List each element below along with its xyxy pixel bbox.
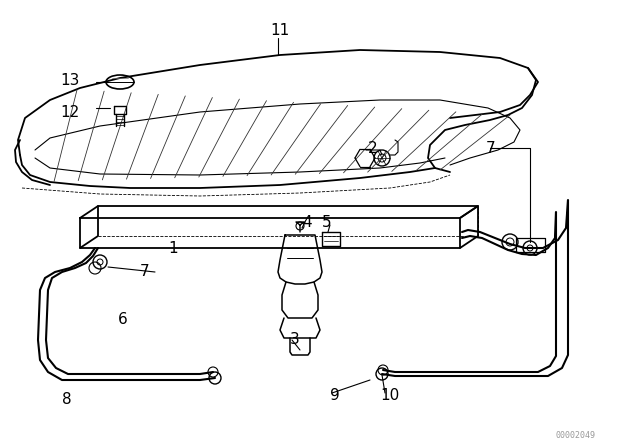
Text: 2: 2 — [368, 141, 378, 155]
Text: 12: 12 — [60, 104, 79, 120]
Text: 7: 7 — [486, 141, 495, 155]
Text: 10: 10 — [380, 388, 399, 402]
Text: 13: 13 — [60, 73, 79, 87]
Text: 1: 1 — [168, 241, 178, 255]
Text: 00002049: 00002049 — [555, 431, 595, 440]
Text: 4: 4 — [302, 215, 312, 229]
Text: 9: 9 — [330, 388, 340, 402]
Text: 7: 7 — [140, 264, 150, 280]
Text: 3: 3 — [290, 332, 300, 348]
Text: 5: 5 — [322, 215, 332, 229]
Text: 8: 8 — [62, 392, 72, 408]
Text: 6: 6 — [118, 313, 128, 327]
Text: 11: 11 — [270, 22, 289, 38]
